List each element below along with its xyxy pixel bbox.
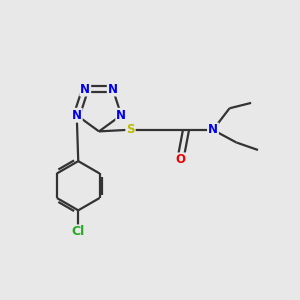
Text: N: N: [72, 109, 82, 122]
Text: O: O: [176, 153, 186, 167]
Text: N: N: [116, 109, 126, 122]
Text: N: N: [108, 82, 118, 96]
Text: Cl: Cl: [72, 225, 85, 239]
Text: N: N: [208, 123, 218, 136]
Text: S: S: [126, 123, 135, 136]
Text: N: N: [80, 82, 90, 96]
